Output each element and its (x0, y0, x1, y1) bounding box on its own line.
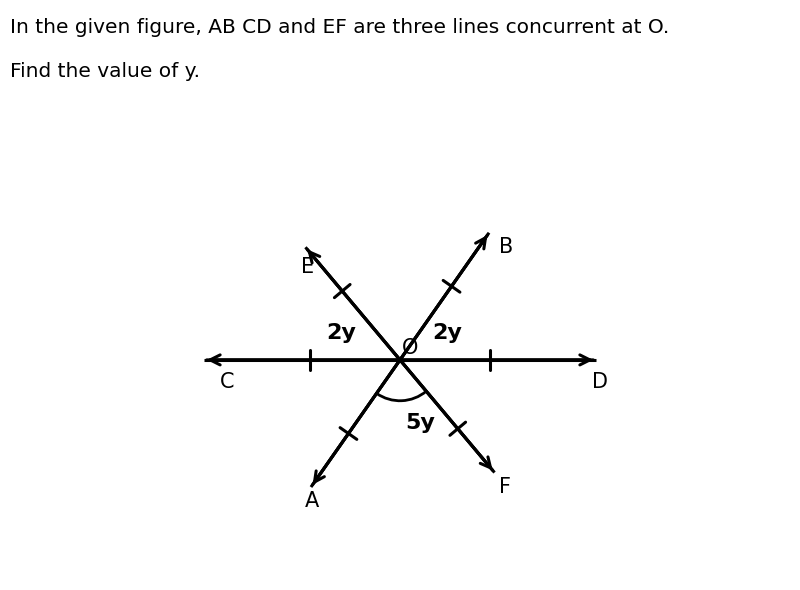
Text: 2y: 2y (432, 323, 462, 343)
Text: D: D (592, 372, 608, 392)
Text: Find the value of y.: Find the value of y. (10, 62, 200, 81)
Text: 2y: 2y (326, 323, 356, 343)
Text: In the given figure, AB CD and EF are three lines concurrent at O.: In the given figure, AB CD and EF are th… (10, 18, 670, 37)
Text: B: B (499, 237, 514, 257)
Text: O: O (402, 339, 418, 359)
Text: E: E (301, 257, 314, 277)
Text: 5y: 5y (406, 413, 435, 433)
Text: F: F (498, 477, 510, 497)
Text: A: A (305, 491, 319, 511)
Text: C: C (220, 372, 234, 392)
